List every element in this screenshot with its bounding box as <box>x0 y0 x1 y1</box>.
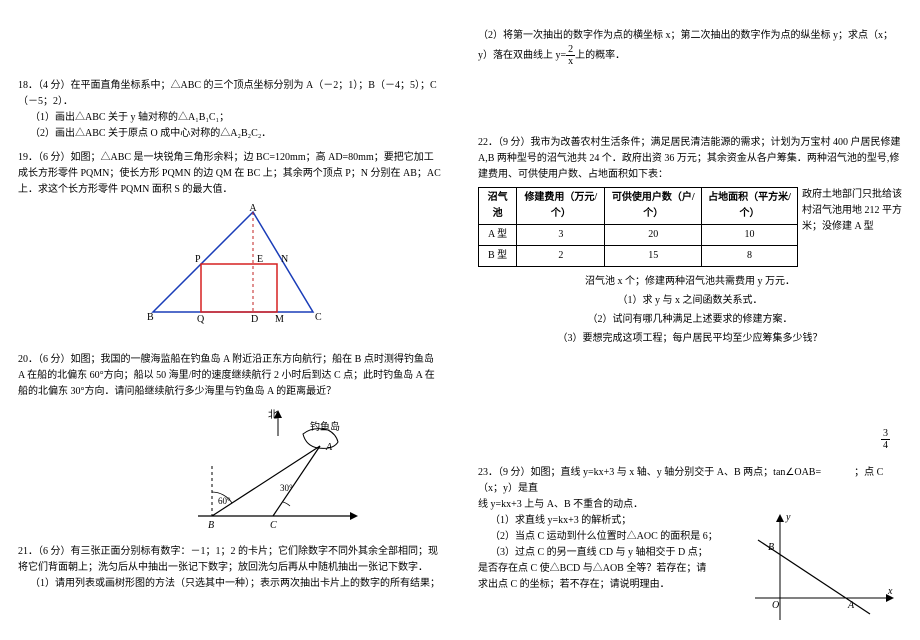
p22-intro: 22．（9 分）我市为改善农村生活条件；满足居民清洁能源的需求；计划为万宝村 4… <box>478 135 902 183</box>
p18-sub2: （2）画出△ABC 关于原点 O 成中心对称的△A₂B₂C₂． <box>30 126 442 142</box>
th-1: 修建费用（万元/个） <box>517 188 605 225</box>
problem-18: 18．（4 分）在平面直角坐标系中；△ABC 的三个顶点坐标分别为 A（－2；1… <box>18 78 442 142</box>
lbl-y: y <box>785 512 791 523</box>
lbl-A3: A <box>847 600 855 611</box>
frac-2x: 2x <box>566 44 575 67</box>
table-row: A 型 3 20 10 <box>479 225 798 246</box>
lbl-P: P <box>195 254 201 265</box>
lbl-N: N <box>281 254 288 265</box>
lbl-60: 60° <box>218 496 231 506</box>
th-2: 可供使用户数（户/个） <box>605 188 702 225</box>
p22-side: 政府土地部门只批给该村沼气池用地 212 平方米；没修建 A 型 <box>802 187 902 235</box>
p22-s1: （1）求 y 与 x 之间函数关系式． <box>478 293 902 309</box>
p23-figure: B A O x y <box>740 510 900 630</box>
p18-sub1: （1）画出△ABC 关于 y 轴对称的△A₁B₁C₁； <box>30 110 442 126</box>
lbl-B3: B <box>768 542 774 553</box>
lbl-A: A <box>249 204 257 214</box>
th-3: 占地面积（平方米/个） <box>702 188 798 225</box>
lbl-C: C <box>315 312 322 323</box>
p21-text: 21．（6 分）有三张正面分别标有数字：－1；1；2 的卡片；它们除数字不同外其… <box>18 544 442 576</box>
lbl-island: 钓鱼岛 <box>310 420 340 433</box>
left-column: 18．（4 分）在平面直角坐标系中；△ABC 的三个顶点坐标分别为 A（－2；1… <box>0 0 460 640</box>
p21b-post: 上的概率． <box>575 50 625 61</box>
table-row: B 型 2 15 8 <box>479 246 798 267</box>
p22-s3: （3）要想完成这项工程；每户居民平均至少应筹集多少钱？ <box>478 331 902 347</box>
p20-text: 20．（6 分）如图；我国的一艘海监船在钓鱼岛 A 附近沿正东方向航行；船在 B… <box>18 352 442 400</box>
problem-19: 19．（6 分）如图；△ABC 是一块锐角三角形余料；边 BC=120mm；高 … <box>18 150 442 324</box>
lbl-north: 北 <box>268 409 278 421</box>
lbl-x: x <box>887 586 893 597</box>
p22-table: 沼气池 修建费用（万元/个） 可供使用户数（户/个） 占地面积（平方米/个） A… <box>478 187 798 267</box>
problem-21b: （2）将第一次抽出的数字作为点的横坐标 x；第二次抽出的数字作为点的纵坐标 y；… <box>478 28 902 67</box>
right-column: （2）将第一次抽出的数字作为点的横坐标 x；第二次抽出的数字作为点的纵坐标 y；… <box>460 0 920 640</box>
p18-title: 18．（4 分）在平面直角坐标系中；△ABC 的三个顶点坐标分别为 A（－2；1… <box>18 78 442 110</box>
lbl-B2: B <box>208 520 214 531</box>
problem-20: 20．（6 分）如图；我国的一艘海监船在钓鱼岛 A 附近沿正东方向航行；船在 B… <box>18 352 442 536</box>
lbl-O: O <box>772 600 779 611</box>
big-fraction: 34 <box>881 428 890 451</box>
lbl-M: M <box>275 314 284 324</box>
p23-l1a: 23．（9 分）如图；直线 y=kx+3 与 x 轴、y 轴分别交于 A、B 两… <box>478 467 821 478</box>
lbl-C2: C <box>270 520 277 531</box>
lbl-Q: Q <box>197 314 205 324</box>
problem-22: 22．（9 分）我市为改善农村生活条件；满足居民清洁能源的需求；计划为万宝村 4… <box>478 135 902 347</box>
p21-s1: （1）请用列表或画树形图的方法（只选其中一种）；表示两次抽出卡片上的数字的所有结… <box>30 576 442 592</box>
p19-text: 19．（6 分）如图；△ABC 是一块锐角三角形余料；边 BC=120mm；高 … <box>18 150 442 198</box>
th-0: 沼气池 <box>479 188 517 225</box>
p20-figure: 北 钓鱼岛 A 60° 30° B C <box>188 406 368 536</box>
p19-figure: A B C P E N Q D M <box>135 204 325 324</box>
lbl-A: A <box>325 442 333 453</box>
p21b-pre: （2）将第一次抽出的数字作为点的横坐标 x；第二次抽出的数字作为点的纵坐标 y；… <box>478 30 893 61</box>
lbl-30: 30° <box>280 483 293 493</box>
problem-21: 21．（6 分）有三张正面分别标有数字：－1；1；2 的卡片；它们除数字不同外其… <box>18 544 442 592</box>
p22-after: 沼气池 x 个；修建两种沼气池共需费用 y 万元． <box>478 274 902 290</box>
lbl-B: B <box>147 312 154 323</box>
p22-s2: （2）试问有哪几种满足上述要求的修建方案． <box>478 312 902 328</box>
lbl-E: E <box>257 254 263 265</box>
lbl-D: D <box>251 314 258 324</box>
